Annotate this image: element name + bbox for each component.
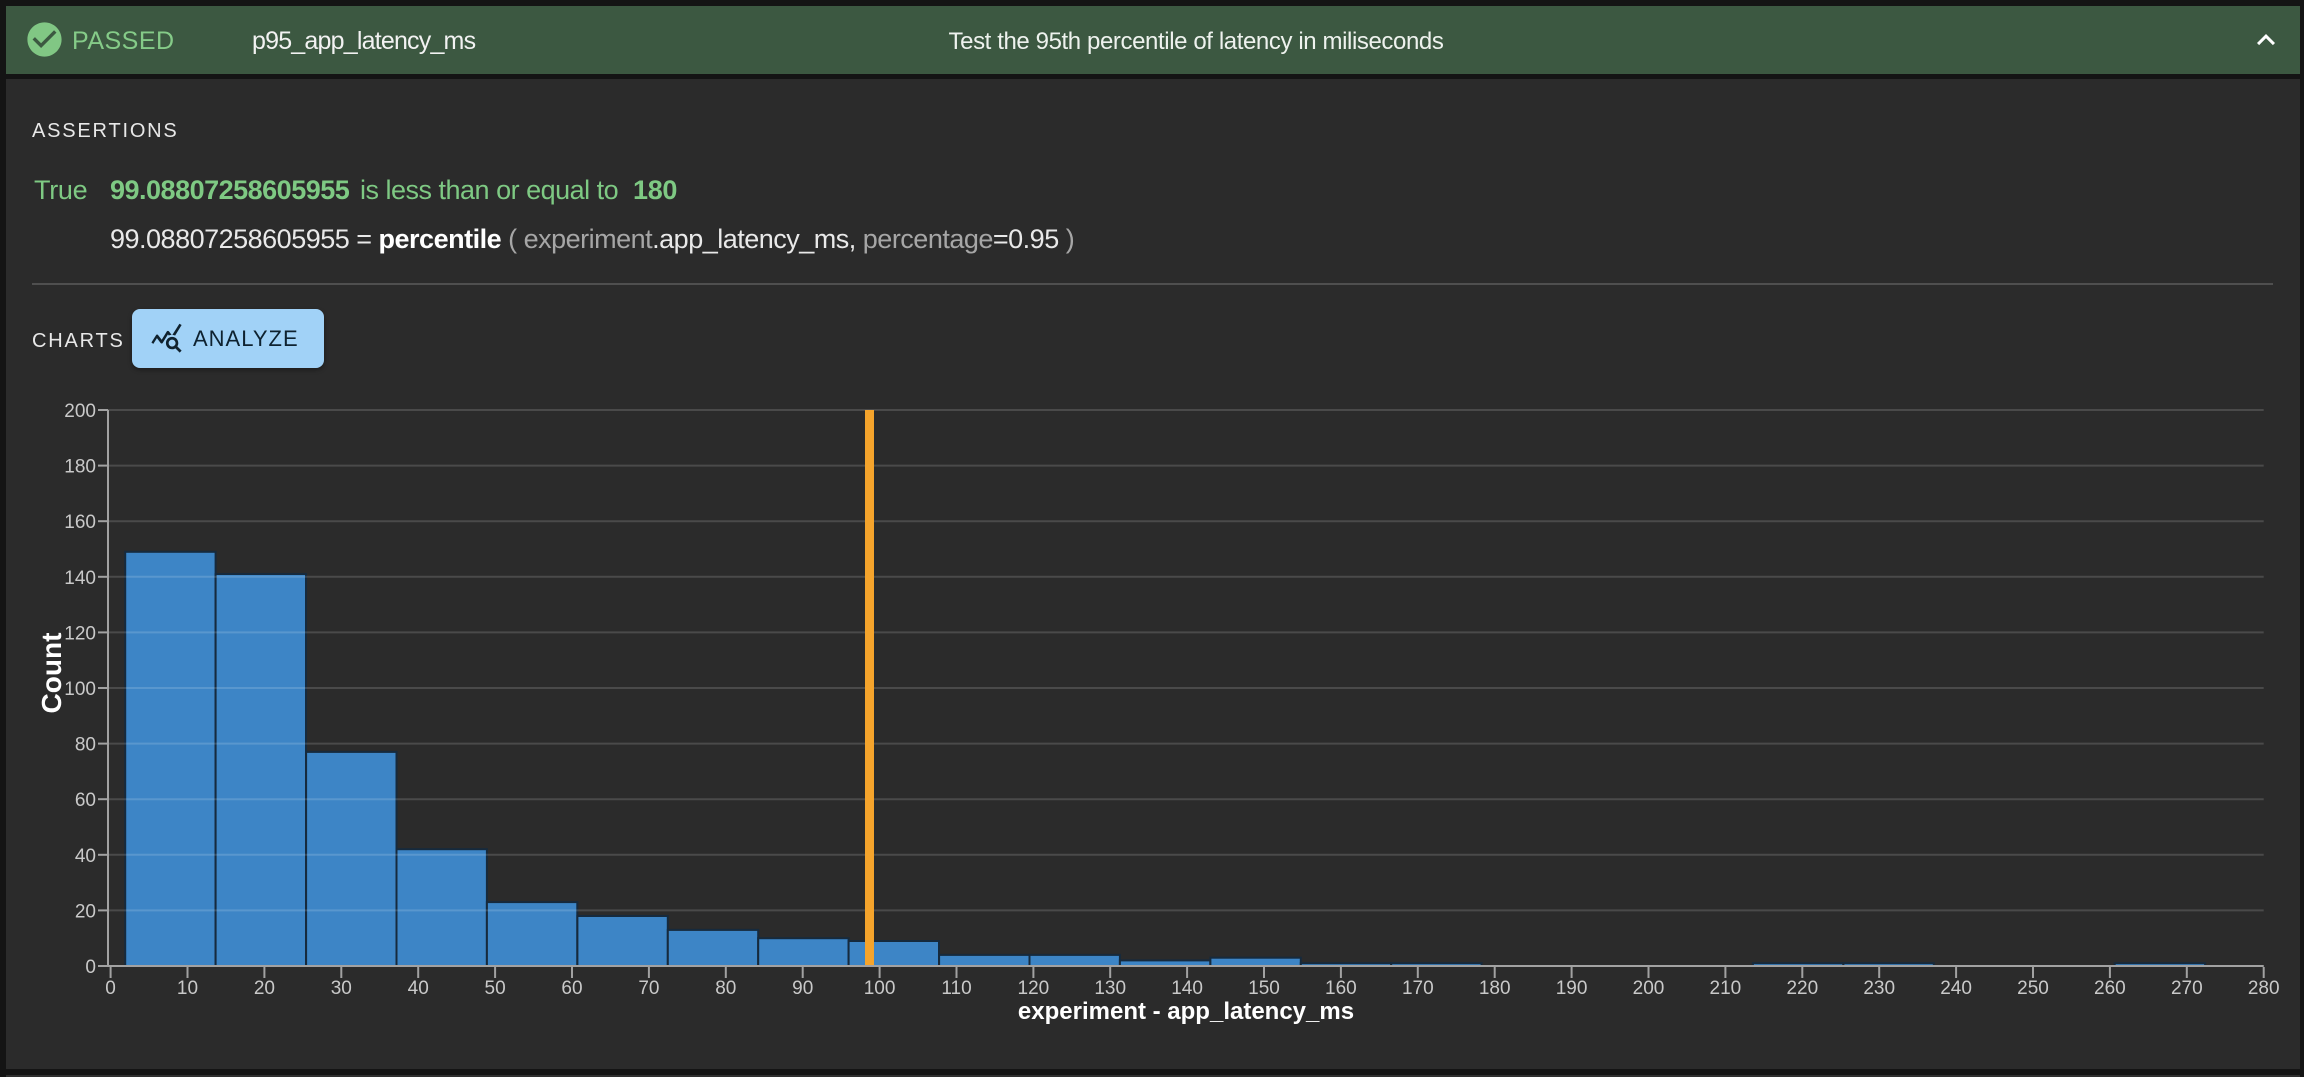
svg-text:180: 180 <box>1479 978 1511 999</box>
svg-text:Count: Count <box>36 633 67 714</box>
svg-text:160: 160 <box>64 512 96 533</box>
svg-text:250: 250 <box>2017 978 2049 999</box>
svg-text:200: 200 <box>1633 978 1665 999</box>
svg-text:220: 220 <box>1786 978 1818 999</box>
svg-text:0: 0 <box>105 978 116 999</box>
svg-text:270: 270 <box>2171 978 2203 999</box>
svg-text:80: 80 <box>715 978 736 999</box>
svg-text:70: 70 <box>638 978 659 999</box>
svg-text:80: 80 <box>75 735 96 756</box>
svg-text:20: 20 <box>75 901 96 922</box>
svg-text:0: 0 <box>85 957 96 978</box>
svg-text:150: 150 <box>1248 978 1280 999</box>
svg-text:280: 280 <box>2248 978 2280 999</box>
svg-text:130: 130 <box>1094 978 1126 999</box>
svg-text:260: 260 <box>2094 978 2126 999</box>
svg-text:100: 100 <box>64 679 96 700</box>
svg-text:50: 50 <box>485 978 506 999</box>
svg-text:120: 120 <box>1018 978 1050 999</box>
svg-text:60: 60 <box>75 790 96 811</box>
svg-text:20: 20 <box>254 978 275 999</box>
svg-text:240: 240 <box>1940 978 1972 999</box>
svg-text:110: 110 <box>941 978 971 999</box>
svg-text:90: 90 <box>792 978 813 999</box>
svg-text:120: 120 <box>64 623 96 644</box>
svg-text:10: 10 <box>177 978 198 999</box>
svg-text:160: 160 <box>1325 978 1357 999</box>
svg-text:180: 180 <box>64 457 96 478</box>
svg-text:190: 190 <box>1556 978 1588 999</box>
svg-text:140: 140 <box>1171 978 1203 999</box>
svg-text:40: 40 <box>75 846 96 867</box>
svg-text:experiment - app_latency_ms: experiment - app_latency_ms <box>1018 998 1354 1025</box>
svg-text:170: 170 <box>1402 978 1434 999</box>
svg-text:200: 200 <box>64 401 96 422</box>
svg-text:60: 60 <box>561 978 582 999</box>
svg-text:140: 140 <box>64 568 96 589</box>
svg-text:210: 210 <box>1710 978 1742 999</box>
svg-text:230: 230 <box>1863 978 1895 999</box>
svg-text:30: 30 <box>331 978 352 999</box>
svg-text:40: 40 <box>408 978 429 999</box>
svg-text:100: 100 <box>864 978 896 999</box>
